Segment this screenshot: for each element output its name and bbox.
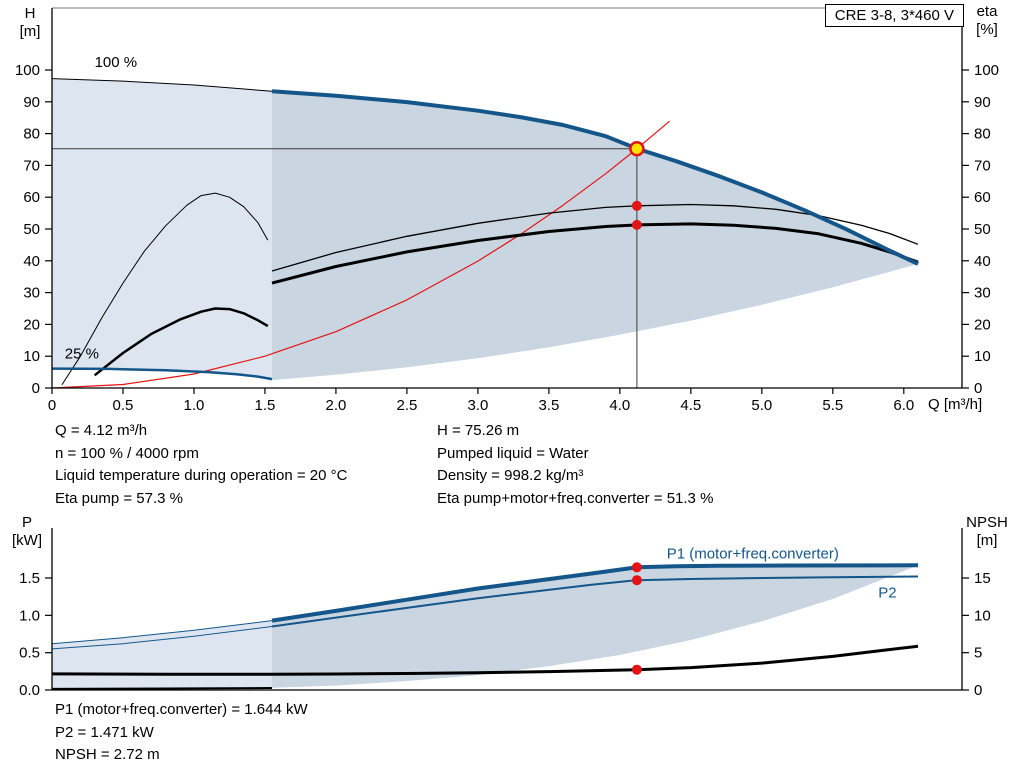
power-info-column: P1 (motor+freq.converter) = 1.644 kW P2 … xyxy=(55,699,308,767)
eta-pump-reduced-speed xyxy=(61,192,269,386)
y-left-tick-label: 1.5 xyxy=(19,570,40,587)
x-tick-label: 3.0 xyxy=(467,397,488,414)
info-liquid-temperature: Liquid temperature during operation = 20… xyxy=(55,467,348,484)
y-right-tick-label: 100 xyxy=(974,62,999,79)
p1-curve xyxy=(271,563,919,623)
duty-info-right-column: H = 75.26 m Pumped liquid = Water Densit… xyxy=(437,420,713,510)
x-tick-label: 5.5 xyxy=(822,397,843,414)
y-left-tick-label: 20 xyxy=(23,316,40,333)
info-flow: Q = 4.12 m³/h xyxy=(55,422,148,439)
x-tick-label: 3.5 xyxy=(538,397,559,414)
x-tick-label: 1.0 xyxy=(184,397,205,414)
info-pumped-liquid: Pumped liquid = Water xyxy=(437,444,589,462)
p1-curve-extension xyxy=(51,620,273,645)
eta-pump-curve xyxy=(271,203,919,272)
pump-model-badge: CRE 3-8, 3*460 V xyxy=(824,4,964,27)
duty-info-left-column: Q = 4.12 m³/h n = 100 % / 4000 rpm Liqui… xyxy=(55,420,347,510)
info-p1: P1 (motor+freq.converter) = 1.644 kW xyxy=(55,701,308,718)
x-tick-label: 4.0 xyxy=(609,397,630,414)
eta-total-point xyxy=(631,219,642,230)
x-tick-label: 6.0 xyxy=(893,397,914,414)
pump-curve-100-extension xyxy=(51,78,273,92)
npsh-curve xyxy=(51,644,919,676)
y-right-tick-label: 15 xyxy=(974,570,991,587)
eta-axis-symbol: eta xyxy=(976,3,998,20)
y-right-tick-label: 0 xyxy=(974,380,982,397)
power-npsh-chart: 0.0 0.5 1.0 1.5 0 5 10 15 P1 (motor+freq.convert… xyxy=(19,528,991,698)
y-right-tick-label: 10 xyxy=(974,348,991,365)
speed-25-label: 25 % xyxy=(65,346,99,363)
power-axis-title: P [kW] xyxy=(6,514,48,550)
npsh-axis-unit: [m] xyxy=(976,532,998,549)
info-head: H = 75.26 m xyxy=(437,422,520,439)
eta-pump-point xyxy=(631,200,642,211)
y-left-tick-label: 0 xyxy=(32,380,40,397)
y-left-tick-label: 30 xyxy=(23,285,40,302)
y-right-tick-label: 30 xyxy=(974,285,991,302)
p2-point xyxy=(631,575,642,586)
eta-total-reduced-speed xyxy=(93,307,269,377)
y-left-tick-label: 80 xyxy=(23,126,40,143)
x-tick-label: 2.5 xyxy=(396,397,417,414)
y-left-tick-label: 50 xyxy=(23,221,40,238)
p-curve-25 xyxy=(51,687,273,690)
p1-point xyxy=(631,562,642,573)
y-left-tick-label: 60 xyxy=(23,189,40,206)
y-right-tick-label: 5 xyxy=(974,645,982,662)
power-axis-unit: [kW] xyxy=(12,532,42,549)
eta-total-curve xyxy=(271,222,919,285)
y-left-tick-label: 40 xyxy=(23,253,40,270)
info-p2: P2 = 1.471 kW xyxy=(55,723,154,741)
y-right-tick-label: 10 xyxy=(974,607,991,624)
x-tick-label: 0 xyxy=(48,397,56,414)
y-right-tick-label: 90 xyxy=(974,94,991,111)
eta-axis-title: eta [%] xyxy=(963,3,1011,39)
p1-curve-label: P1 (motor+freq.converter) xyxy=(667,546,839,563)
envelope-operating-range xyxy=(272,91,918,381)
y-left-tick-label: 90 xyxy=(23,94,40,111)
x-tick-label: 2.0 xyxy=(326,397,347,414)
y-right-tick-label: 20 xyxy=(974,316,991,333)
p2-curve xyxy=(271,575,919,628)
pump-curve-25 xyxy=(51,367,273,381)
p2-curve-extension xyxy=(51,626,273,650)
y-right-tick-label: 40 xyxy=(974,253,991,270)
info-density: Density = 998.2 kg/m³ xyxy=(437,467,584,484)
x-tick-label: 1.5 xyxy=(255,397,276,414)
y-left-tick-label: 0.5 xyxy=(19,645,40,662)
head-axis-symbol: H xyxy=(24,5,36,22)
head-axis-unit: [m] xyxy=(19,23,41,40)
info-npsh: NPSH = 2.72 m xyxy=(55,746,160,763)
y-right-tick-label: 50 xyxy=(974,221,991,238)
x-tick-label: 4.5 xyxy=(680,397,701,414)
npsh-axis-title: NPSH [m] xyxy=(956,514,1018,550)
x-tick-label: 0.5 xyxy=(113,397,134,414)
y-right-tick-label: 60 xyxy=(974,189,991,206)
power-axis-symbol: P xyxy=(21,514,32,531)
y-left-tick-label: 100 xyxy=(15,62,40,79)
y-right-tick-label: 70 xyxy=(974,157,991,174)
duty-point[interactable] xyxy=(629,140,645,157)
info-eta-pump: Eta pump = 57.3 % xyxy=(55,489,183,507)
eta-axis-unit: [%] xyxy=(976,21,998,38)
y-left-tick-label: 10 xyxy=(23,348,40,365)
y-right-tick-label: 0 xyxy=(974,682,982,698)
info-eta-total: Eta pump+motor+freq.converter = 51.3 % xyxy=(437,489,714,507)
npsh-axis-symbol: NPSH xyxy=(966,514,1008,531)
x-tick-label: 5.0 xyxy=(751,397,772,414)
head-axis-title: H [m] xyxy=(10,5,50,41)
head-efficiency-chart: 0 0.5 1.0 1.5 2.0 2.5 3.0 3.5 4.0 4.5 5.0 5.5 6.0 0 10… xyxy=(15,7,999,414)
y-right-tick-label: 80 xyxy=(974,126,991,143)
info-speed: n = 100 % / 4000 rpm xyxy=(55,444,199,462)
flow-axis-label: Q [m³/h] xyxy=(928,396,983,413)
y-left-tick-label: 1.0 xyxy=(19,607,40,624)
y-left-tick-label: 70 xyxy=(23,157,40,174)
p2-curve-label: P2 xyxy=(878,584,896,601)
speed-100-label: 100 % xyxy=(95,54,138,71)
y-left-tick-label: 0.0 xyxy=(19,682,40,698)
npsh-point xyxy=(631,664,642,675)
